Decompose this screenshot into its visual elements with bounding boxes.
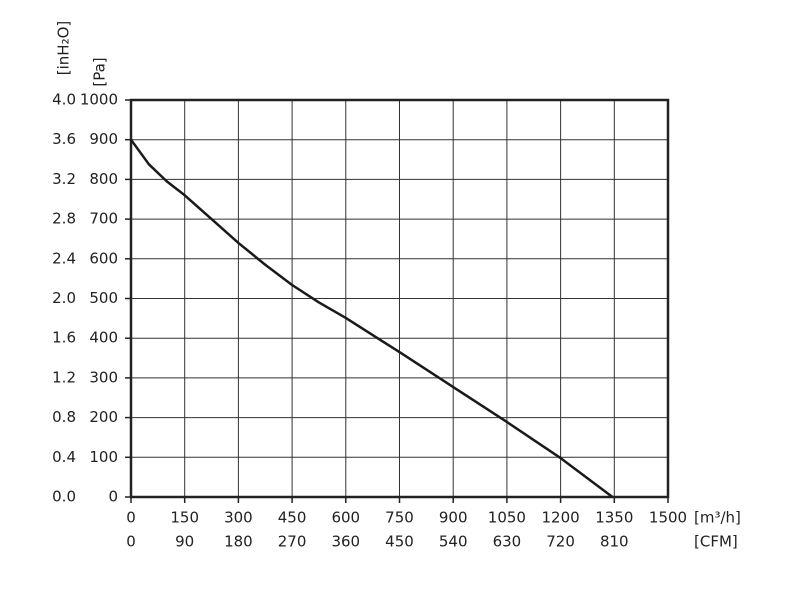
y2-tick-label: 1.2 <box>52 368 76 386</box>
x2-tick-label: 540 <box>439 533 468 551</box>
x-tick-label: 600 <box>331 509 360 527</box>
y2-tick-label: 2.4 <box>52 249 76 267</box>
x2-tick-label: 720 <box>546 533 575 551</box>
x-tick-label: 450 <box>278 509 307 527</box>
y-tick-label: 300 <box>89 368 118 386</box>
y2-tick-label: 2.8 <box>52 210 76 228</box>
y2-tick-label: 3.6 <box>52 130 76 148</box>
x-tick-label: 750 <box>385 509 414 527</box>
plot-frame <box>129 98 670 499</box>
y-tick-label: 900 <box>89 130 118 148</box>
y-tick-label: 1000 <box>80 91 118 109</box>
x2-axis-title: [CFM] <box>694 533 738 551</box>
x2-tick-label: 450 <box>385 533 414 551</box>
x-tick-label: 1350 <box>595 509 633 527</box>
x2-tick-label: 630 <box>493 533 522 551</box>
curve <box>129 138 614 499</box>
x-tick-label: 1500 <box>649 509 687 527</box>
x2-tick-label: 810 <box>600 533 629 551</box>
y-tick-label: 0 <box>108 488 118 506</box>
x-tick-label: 1200 <box>542 509 580 527</box>
x2-tick-label: 180 <box>224 533 253 551</box>
y2-tick-label: 1.6 <box>52 329 76 347</box>
y2-tick-label: 0.0 <box>52 488 76 506</box>
x-tick-label: 900 <box>439 509 468 527</box>
x2-tick-label: 270 <box>278 533 307 551</box>
y-tick-label: 500 <box>89 289 118 307</box>
y-tick-label: 800 <box>89 170 118 188</box>
x-tick-label: 300 <box>224 509 253 527</box>
x-tick-label: 1050 <box>488 509 526 527</box>
y-tick-label: 200 <box>89 408 118 426</box>
y2-tick-label: 4.0 <box>52 91 76 109</box>
x-tick-label: 150 <box>170 509 199 527</box>
y-tick-label: 100 <box>89 448 118 466</box>
y2-tick-label: 0.4 <box>52 448 76 466</box>
y2-axis-title: [inH₂O] <box>55 21 73 75</box>
y-tick-label: 700 <box>89 210 118 228</box>
x2-tick-label: 90 <box>175 533 194 551</box>
y-tick-label: 600 <box>89 249 118 267</box>
x2-tick-label: 360 <box>331 533 360 551</box>
x2-tick-label: 0 <box>126 533 136 551</box>
y2-tick-label: 2.0 <box>52 289 76 307</box>
x-axis-title: [m³/h] <box>694 509 741 527</box>
y-tick-label: 400 <box>89 329 118 347</box>
y2-tick-label: 3.2 <box>52 170 76 188</box>
y2-tick-label: 0.8 <box>52 408 76 426</box>
y-axis-title: [Pa] <box>91 57 109 86</box>
x-tick-label: 0 <box>126 509 136 527</box>
